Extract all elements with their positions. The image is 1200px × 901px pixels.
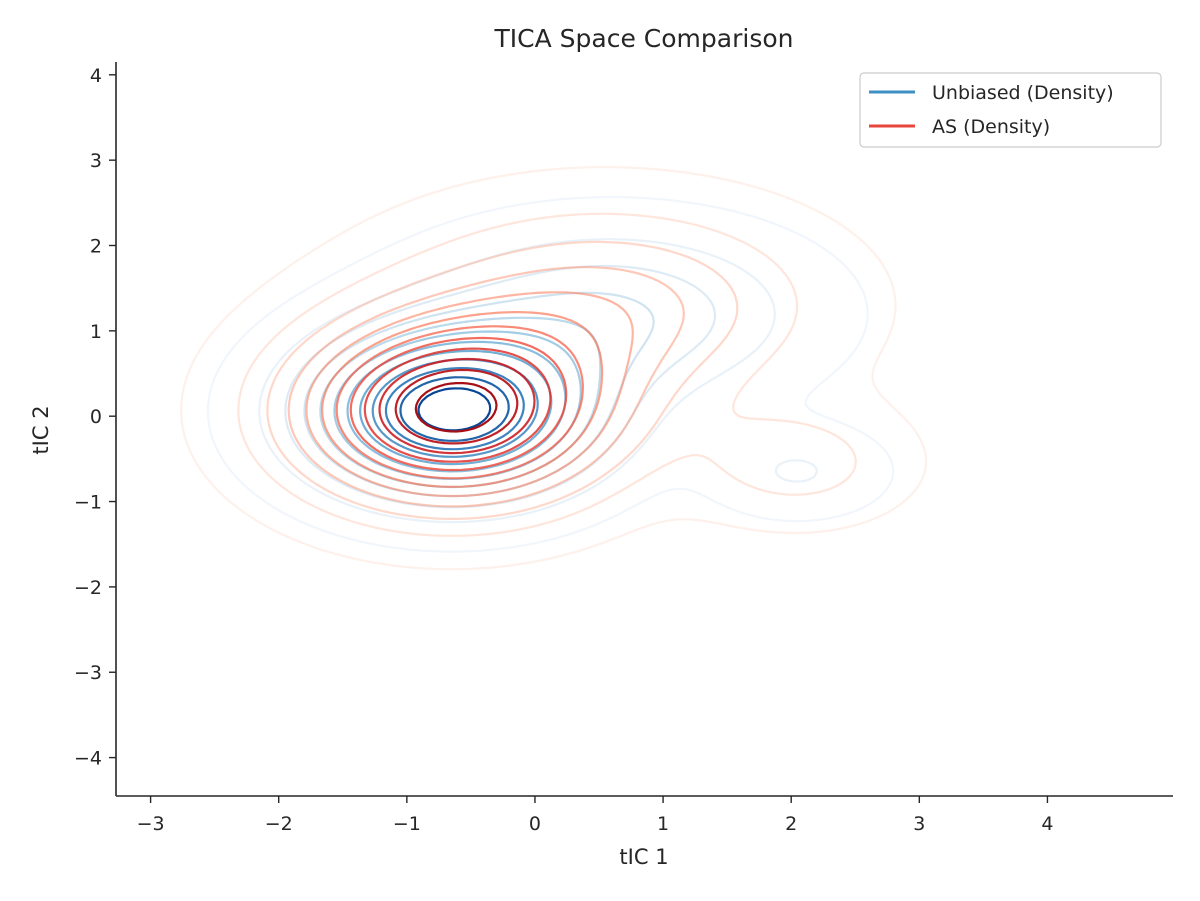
x-tick-label: 3 (913, 813, 925, 835)
x-ticks: −3 −2 −1 0 1 2 3 4 (137, 796, 1053, 835)
contour-level (417, 387, 492, 432)
y-tick-label: −2 (74, 577, 102, 599)
contour-level (349, 336, 568, 472)
plot-area (180, 166, 928, 571)
x-tick-label: 2 (785, 813, 797, 835)
contour-level (266, 240, 739, 520)
contour-level (363, 347, 552, 463)
x-tick-label: 1 (657, 813, 669, 835)
contour-level (414, 381, 498, 433)
y-ticks: −4 −3 −2 −1 0 1 2 3 4 (74, 65, 116, 770)
legend: Unbiased (Density) AS (Density) (859, 72, 1162, 148)
contour-series-1 (180, 166, 928, 571)
contour-level (371, 358, 539, 458)
contour-series-0 (206, 196, 895, 553)
y-tick-label: −4 (74, 748, 102, 770)
legend-label-unbiased: Unbiased (Density) (932, 82, 1114, 104)
contour-level (303, 291, 655, 498)
contour-level (378, 357, 536, 455)
contour-level (335, 325, 584, 480)
y-tick-label: 2 (90, 236, 102, 258)
y-tick-label: 1 (90, 321, 102, 343)
y-axis-label: tIC 2 (29, 405, 53, 454)
x-tick-label: −2 (265, 813, 293, 835)
x-tick-label: −3 (137, 813, 165, 835)
x-tick-label: 0 (529, 813, 541, 835)
y-tick-label: −1 (74, 492, 102, 514)
y-tick-label: 3 (90, 150, 102, 172)
x-tick-label: 4 (1041, 813, 1053, 835)
contour-level (287, 266, 685, 508)
contour-level (394, 368, 519, 445)
contour-level (237, 212, 857, 537)
contour-level (399, 376, 510, 442)
contour-level (384, 367, 525, 451)
y-tick-label: 0 (90, 406, 102, 428)
contour-level (305, 291, 634, 498)
contour-level (206, 196, 895, 553)
legend-label-as: AS (Density) (932, 116, 1050, 138)
chart-title: TICA Space Comparison (494, 24, 794, 53)
contour-level (258, 238, 818, 524)
y-tick-label: −3 (74, 662, 102, 684)
contour-level (321, 311, 604, 488)
contour-level (180, 166, 928, 571)
legend-frame (859, 72, 1162, 148)
y-tick-label: 4 (90, 65, 102, 87)
x-tick-label: −1 (393, 813, 421, 835)
x-axis-label: tIC 1 (619, 845, 668, 869)
